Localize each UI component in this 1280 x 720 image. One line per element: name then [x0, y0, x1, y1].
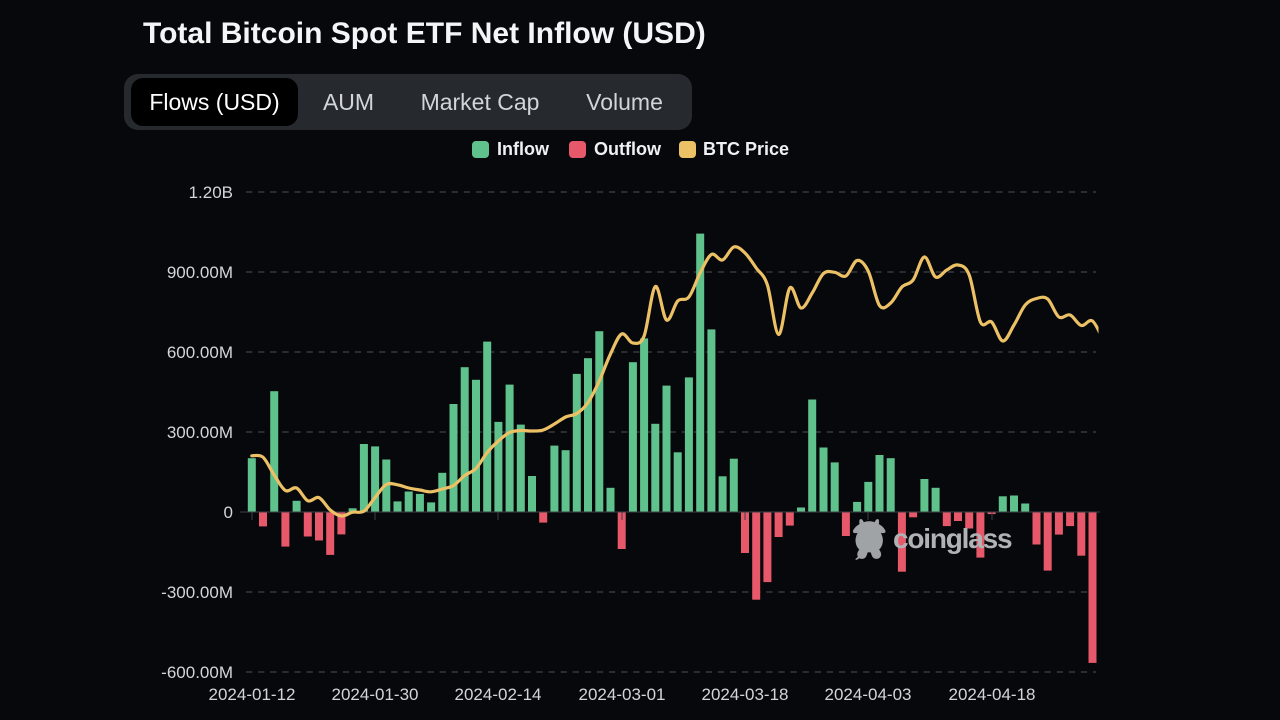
svg-text:-600.00M: -600.00M — [161, 663, 233, 682]
svg-text:300.00M: 300.00M — [167, 423, 233, 442]
svg-text:2024-04-03: 2024-04-03 — [825, 685, 912, 704]
svg-text:2024-01-30: 2024-01-30 — [332, 685, 419, 704]
svg-text:2024-02-14: 2024-02-14 — [455, 685, 542, 704]
svg-text:2024-04-18: 2024-04-18 — [949, 685, 1036, 704]
svg-text:600.00M: 600.00M — [167, 343, 233, 362]
svg-text:900.00M: 900.00M — [167, 263, 233, 282]
svg-text:2024-03-01: 2024-03-01 — [579, 685, 666, 704]
svg-text:0: 0 — [224, 503, 233, 522]
svg-text:-300.00M: -300.00M — [161, 583, 233, 602]
svg-text:1.20B: 1.20B — [189, 183, 233, 202]
svg-text:2024-03-18: 2024-03-18 — [702, 685, 789, 704]
svg-text:2024-01-12: 2024-01-12 — [209, 685, 296, 704]
